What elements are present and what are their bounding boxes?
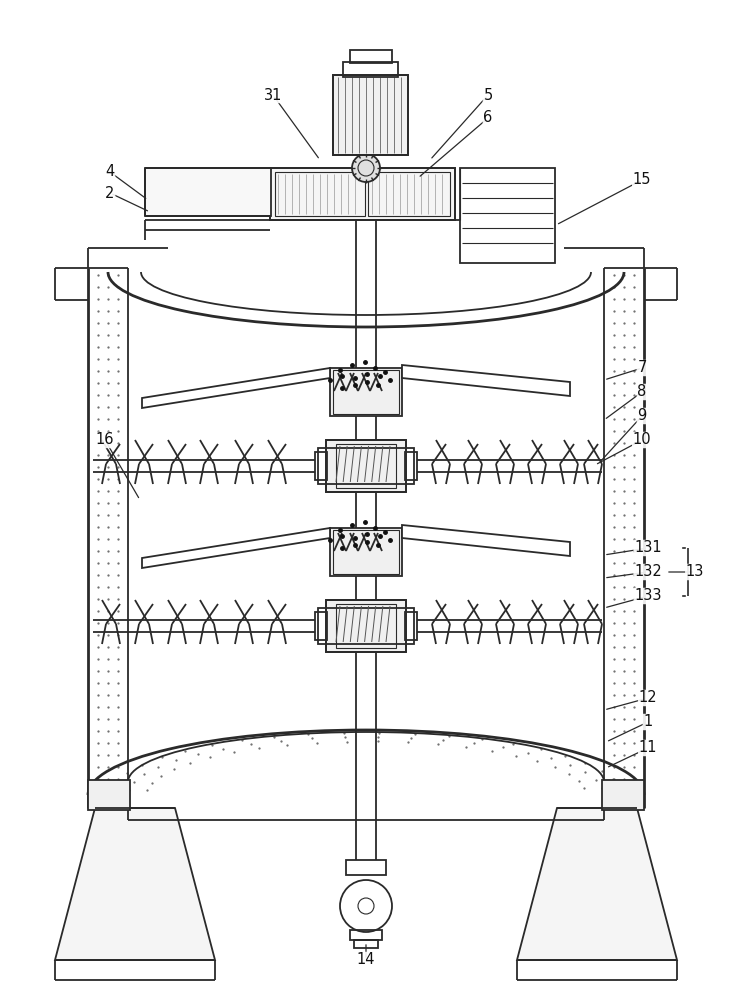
- Polygon shape: [402, 365, 570, 396]
- Text: 5: 5: [483, 88, 493, 103]
- Polygon shape: [55, 808, 215, 960]
- Ellipse shape: [354, 912, 366, 921]
- Bar: [602, 780, 644, 810]
- Text: 31: 31: [264, 88, 283, 103]
- Text: 8: 8: [638, 384, 646, 399]
- Bar: [88, 780, 130, 810]
- Ellipse shape: [375, 899, 381, 913]
- Text: 6: 6: [483, 110, 493, 125]
- Polygon shape: [142, 368, 330, 408]
- Bar: [405, 612, 417, 640]
- Bar: [333, 530, 399, 574]
- Ellipse shape: [354, 891, 366, 900]
- Bar: [275, 172, 365, 216]
- Bar: [326, 440, 406, 492]
- Bar: [326, 600, 406, 652]
- Ellipse shape: [366, 912, 378, 921]
- Text: 132: 132: [634, 564, 662, 580]
- Bar: [333, 370, 399, 414]
- Bar: [368, 172, 450, 216]
- Bar: [343, 62, 398, 77]
- Bar: [145, 168, 271, 216]
- Text: 11: 11: [639, 740, 657, 756]
- Bar: [405, 452, 417, 480]
- Bar: [315, 612, 327, 640]
- Bar: [330, 368, 402, 416]
- Bar: [326, 600, 406, 652]
- Bar: [330, 528, 402, 576]
- Text: 4: 4: [105, 164, 115, 180]
- Text: 9: 9: [638, 408, 646, 424]
- Text: 13: 13: [686, 564, 704, 580]
- Bar: [350, 50, 392, 63]
- Polygon shape: [402, 525, 570, 556]
- Bar: [336, 604, 396, 648]
- Text: 131: 131: [634, 540, 662, 556]
- Bar: [460, 168, 555, 263]
- Text: 15: 15: [632, 172, 651, 188]
- Polygon shape: [142, 528, 330, 568]
- Bar: [354, 940, 378, 948]
- Bar: [318, 448, 414, 484]
- Bar: [350, 930, 382, 940]
- Circle shape: [352, 154, 380, 182]
- Text: 2: 2: [105, 186, 115, 200]
- Bar: [333, 75, 408, 155]
- Ellipse shape: [366, 891, 378, 900]
- Text: 10: 10: [632, 432, 651, 448]
- Bar: [333, 75, 408, 155]
- Circle shape: [340, 880, 392, 932]
- Text: 7: 7: [638, 360, 646, 375]
- Text: 16: 16: [96, 432, 114, 448]
- Bar: [318, 608, 414, 644]
- Text: 14: 14: [356, 952, 376, 968]
- Bar: [270, 168, 455, 220]
- Bar: [270, 168, 455, 220]
- Circle shape: [358, 898, 374, 914]
- Bar: [336, 444, 396, 488]
- Bar: [315, 452, 327, 480]
- Text: 12: 12: [639, 690, 657, 706]
- Bar: [346, 860, 386, 875]
- Ellipse shape: [351, 899, 357, 913]
- Bar: [326, 440, 406, 492]
- Text: 1: 1: [643, 714, 653, 730]
- Polygon shape: [517, 808, 677, 960]
- Text: 133: 133: [634, 588, 662, 603]
